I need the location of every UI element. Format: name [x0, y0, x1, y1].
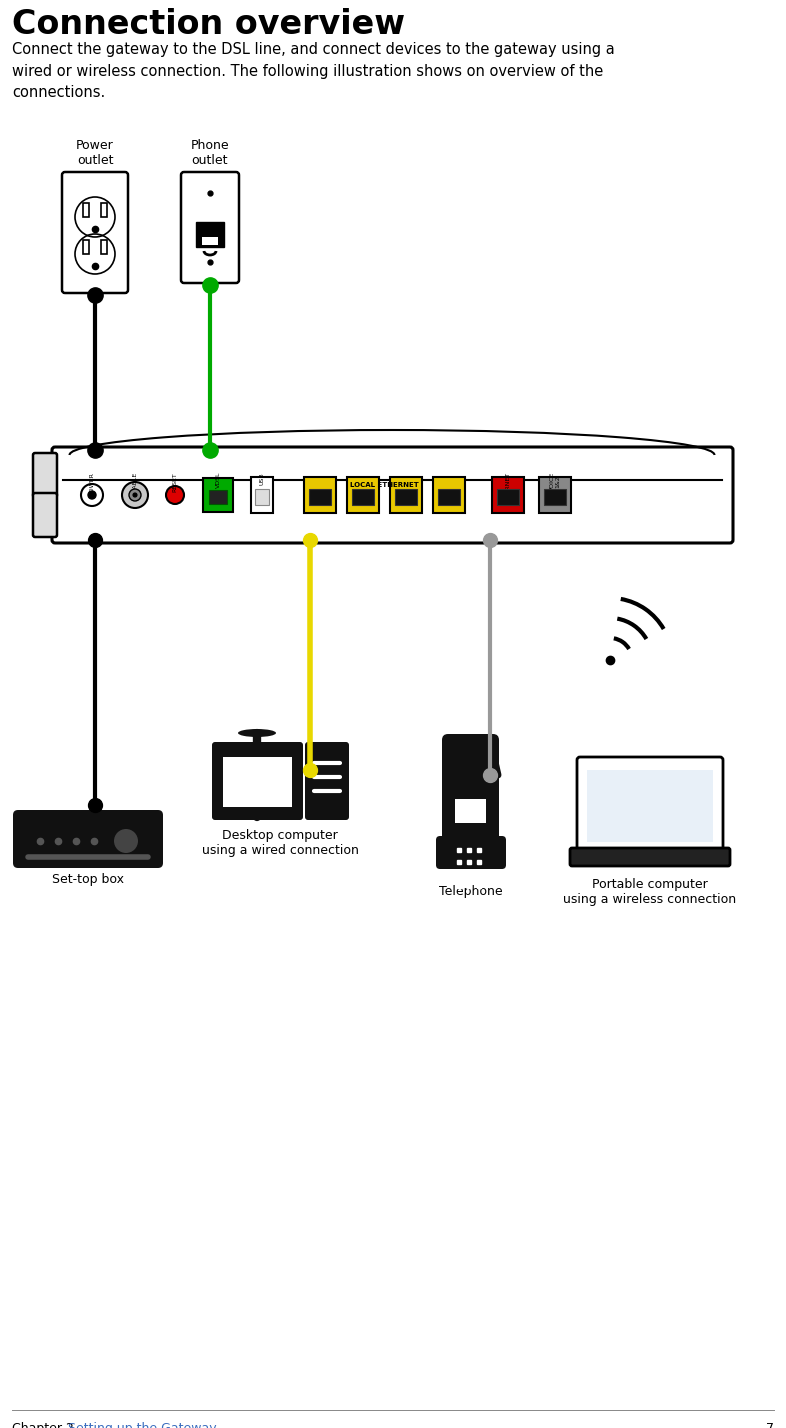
Text: CABLE: CABLE [133, 473, 138, 493]
FancyBboxPatch shape [570, 848, 730, 865]
Text: LOCAL ETHERNET: LOCAL ETHERNET [350, 483, 418, 488]
FancyBboxPatch shape [442, 734, 499, 845]
Bar [438, 488, 460, 506]
Bar [433, 477, 465, 513]
Text: Phone
outlet: Phone outlet [191, 139, 230, 167]
FancyBboxPatch shape [33, 453, 57, 497]
Bar [347, 477, 379, 513]
FancyBboxPatch shape [305, 743, 349, 820]
Circle shape [133, 493, 137, 497]
Circle shape [129, 488, 141, 501]
Text: VDSL: VDSL [215, 473, 221, 488]
Bar [544, 488, 566, 506]
Text: USB: USB [259, 473, 265, 484]
Bar [497, 488, 519, 506]
Text: Chapter 2: Chapter 2 [12, 1422, 82, 1428]
FancyBboxPatch shape [212, 743, 303, 820]
Bar [352, 488, 374, 506]
Text: ETHERNET: ETHERNET [505, 473, 510, 506]
Text: Connect the gateway to the DSL line, and connect devices to the gateway using a
: Connect the gateway to the DSL line, and… [12, 41, 615, 100]
Text: Portable computer
using a wireless connection: Portable computer using a wireless conne… [564, 878, 736, 905]
Bar [203, 478, 233, 513]
Bar [587, 770, 713, 843]
FancyBboxPatch shape [33, 493, 57, 537]
Bar [309, 488, 331, 506]
Circle shape [114, 830, 138, 853]
Bar [83, 240, 89, 254]
Bar [202, 237, 218, 246]
Bar [223, 757, 292, 807]
Bar [390, 477, 422, 513]
Ellipse shape [238, 730, 276, 737]
Text: Telephone: Telephone [439, 885, 503, 898]
Bar [251, 477, 273, 513]
Bar [255, 488, 269, 506]
FancyBboxPatch shape [577, 757, 723, 853]
Circle shape [81, 484, 103, 506]
Text: 1: 1 [318, 493, 322, 497]
Text: Setting up the Gateway: Setting up the Gateway [68, 1422, 217, 1428]
Text: Connection overview: Connection overview [12, 9, 405, 41]
Bar [101, 240, 107, 254]
Text: VOICE
1&2: VOICE 1&2 [549, 473, 560, 491]
Text: Set-top box: Set-top box [52, 873, 124, 885]
FancyBboxPatch shape [181, 171, 239, 283]
FancyBboxPatch shape [13, 810, 163, 868]
Text: 2: 2 [361, 493, 365, 497]
Bar [539, 477, 571, 513]
Circle shape [166, 486, 184, 504]
FancyBboxPatch shape [436, 835, 506, 870]
Polygon shape [196, 221, 224, 247]
Bar [101, 203, 107, 217]
Text: 3: 3 [404, 493, 408, 497]
Bar [304, 477, 336, 513]
Text: Power
outlet: Power outlet [76, 139, 114, 167]
Circle shape [88, 491, 96, 498]
Bar [83, 203, 89, 217]
Bar [455, 800, 486, 823]
Bar [209, 490, 227, 504]
Bar [395, 488, 417, 506]
Text: 7: 7 [766, 1422, 774, 1428]
FancyBboxPatch shape [52, 447, 733, 543]
FancyBboxPatch shape [62, 171, 128, 293]
Text: Desktop computer
using a wired connection: Desktop computer using a wired connectio… [201, 830, 358, 857]
Circle shape [122, 483, 148, 508]
Bar [492, 477, 524, 513]
Text: 4: 4 [447, 493, 451, 497]
Text: RESET: RESET [172, 473, 178, 491]
Text: POWER: POWER [90, 473, 94, 496]
